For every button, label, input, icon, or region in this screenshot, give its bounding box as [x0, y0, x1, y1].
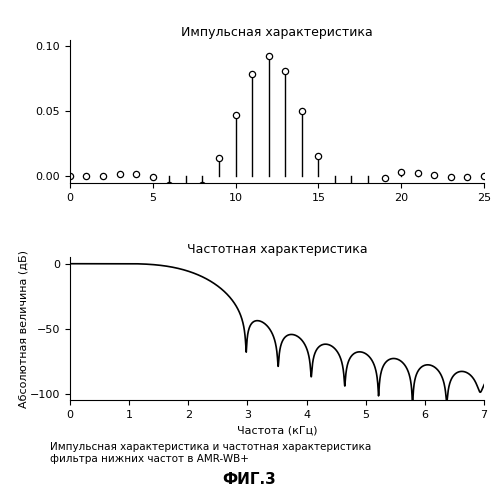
- Title: Импульсная характеристика: Импульсная характеристика: [181, 26, 373, 39]
- Text: Импульсная характеристика и частотная характеристика
фильтра нижних частот в AMR: Импульсная характеристика и частотная ха…: [50, 442, 371, 464]
- Text: ФИГ.3: ФИГ.3: [223, 472, 276, 488]
- X-axis label: Частота (кГц): Частота (кГц): [237, 426, 317, 436]
- Y-axis label: Абсолютная величина (дБ): Абсолютная величина (дБ): [18, 250, 28, 408]
- Title: Частотная характеристика: Частотная характеристика: [187, 243, 367, 256]
